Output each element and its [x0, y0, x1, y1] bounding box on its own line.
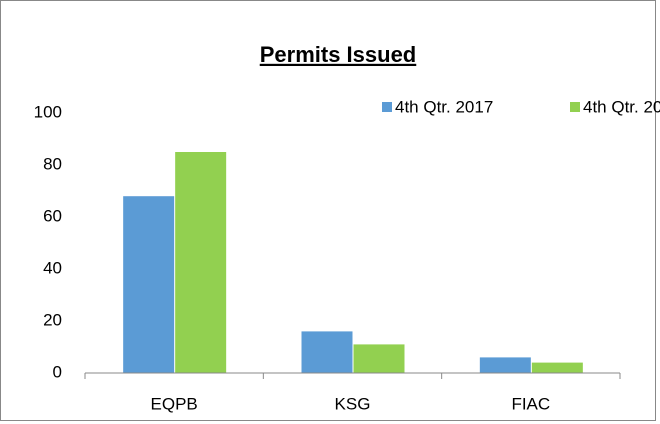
legend-label: 4th Qtr. 2018 [583, 97, 660, 116]
legend-label: 4th Qtr. 2017 [395, 97, 493, 116]
legend-swatch [382, 102, 392, 112]
bar [175, 152, 227, 373]
bar [123, 196, 175, 373]
x-tick-label: FIAC [511, 394, 550, 413]
y-tick-label: 80 [43, 154, 62, 173]
y-tick-label: 20 [43, 310, 62, 329]
y-tick-label: 60 [43, 206, 62, 225]
chart-title: Permits Issued [260, 42, 417, 67]
y-tick-label: 0 [53, 362, 62, 381]
y-tick-label: 100 [34, 102, 62, 121]
bar [301, 331, 353, 373]
y-tick-label: 40 [43, 258, 62, 277]
legend-swatch [570, 102, 580, 112]
bar [479, 357, 531, 373]
x-tick-label: KSG [335, 394, 371, 413]
bar [531, 362, 583, 373]
x-tick-label: EQPB [151, 394, 198, 413]
bar [353, 344, 405, 373]
